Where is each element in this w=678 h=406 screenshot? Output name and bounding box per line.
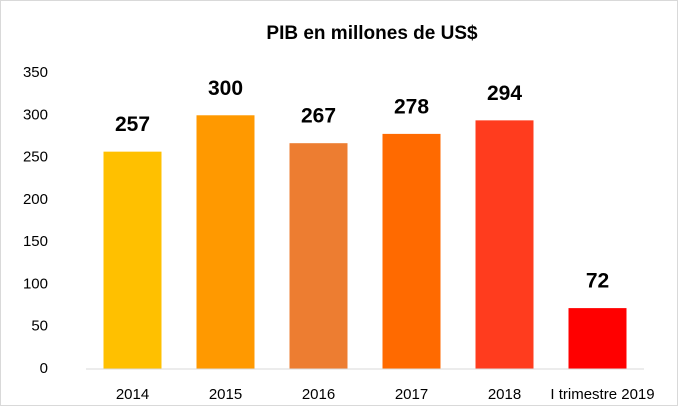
y-tick-label: 350 — [23, 64, 48, 81]
x-tick-label: 2015 — [209, 386, 242, 403]
y-tick-label: 300 — [23, 106, 48, 123]
y-tick-label: 50 — [31, 318, 48, 335]
bar — [196, 115, 255, 370]
bar — [289, 143, 348, 369]
bar — [382, 133, 441, 369]
bar — [568, 308, 627, 369]
value-label: 278 — [394, 95, 429, 118]
y-tick-label: 150 — [23, 233, 48, 250]
chart-title: PIB en millones de US$ — [266, 23, 478, 44]
value-label: 267 — [301, 105, 336, 128]
y-tick-label: 250 — [23, 149, 48, 166]
bar — [103, 151, 162, 369]
x-tick-label: 2017 — [395, 386, 428, 403]
value-label: 300 — [208, 77, 243, 100]
x-tick-label: 2016 — [302, 386, 335, 403]
y-tick-label: 100 — [23, 275, 48, 292]
value-label: 257 — [115, 113, 150, 136]
x-tick-label: I trimestre 2019 — [550, 386, 654, 403]
y-tick-label: 0 — [40, 360, 48, 377]
bar — [475, 120, 534, 369]
x-tick-label: 2018 — [488, 386, 521, 403]
y-tick-label: 200 — [23, 191, 48, 208]
value-label: 72 — [586, 270, 609, 293]
x-tick-label: 2014 — [116, 386, 149, 403]
value-label: 294 — [487, 82, 522, 105]
